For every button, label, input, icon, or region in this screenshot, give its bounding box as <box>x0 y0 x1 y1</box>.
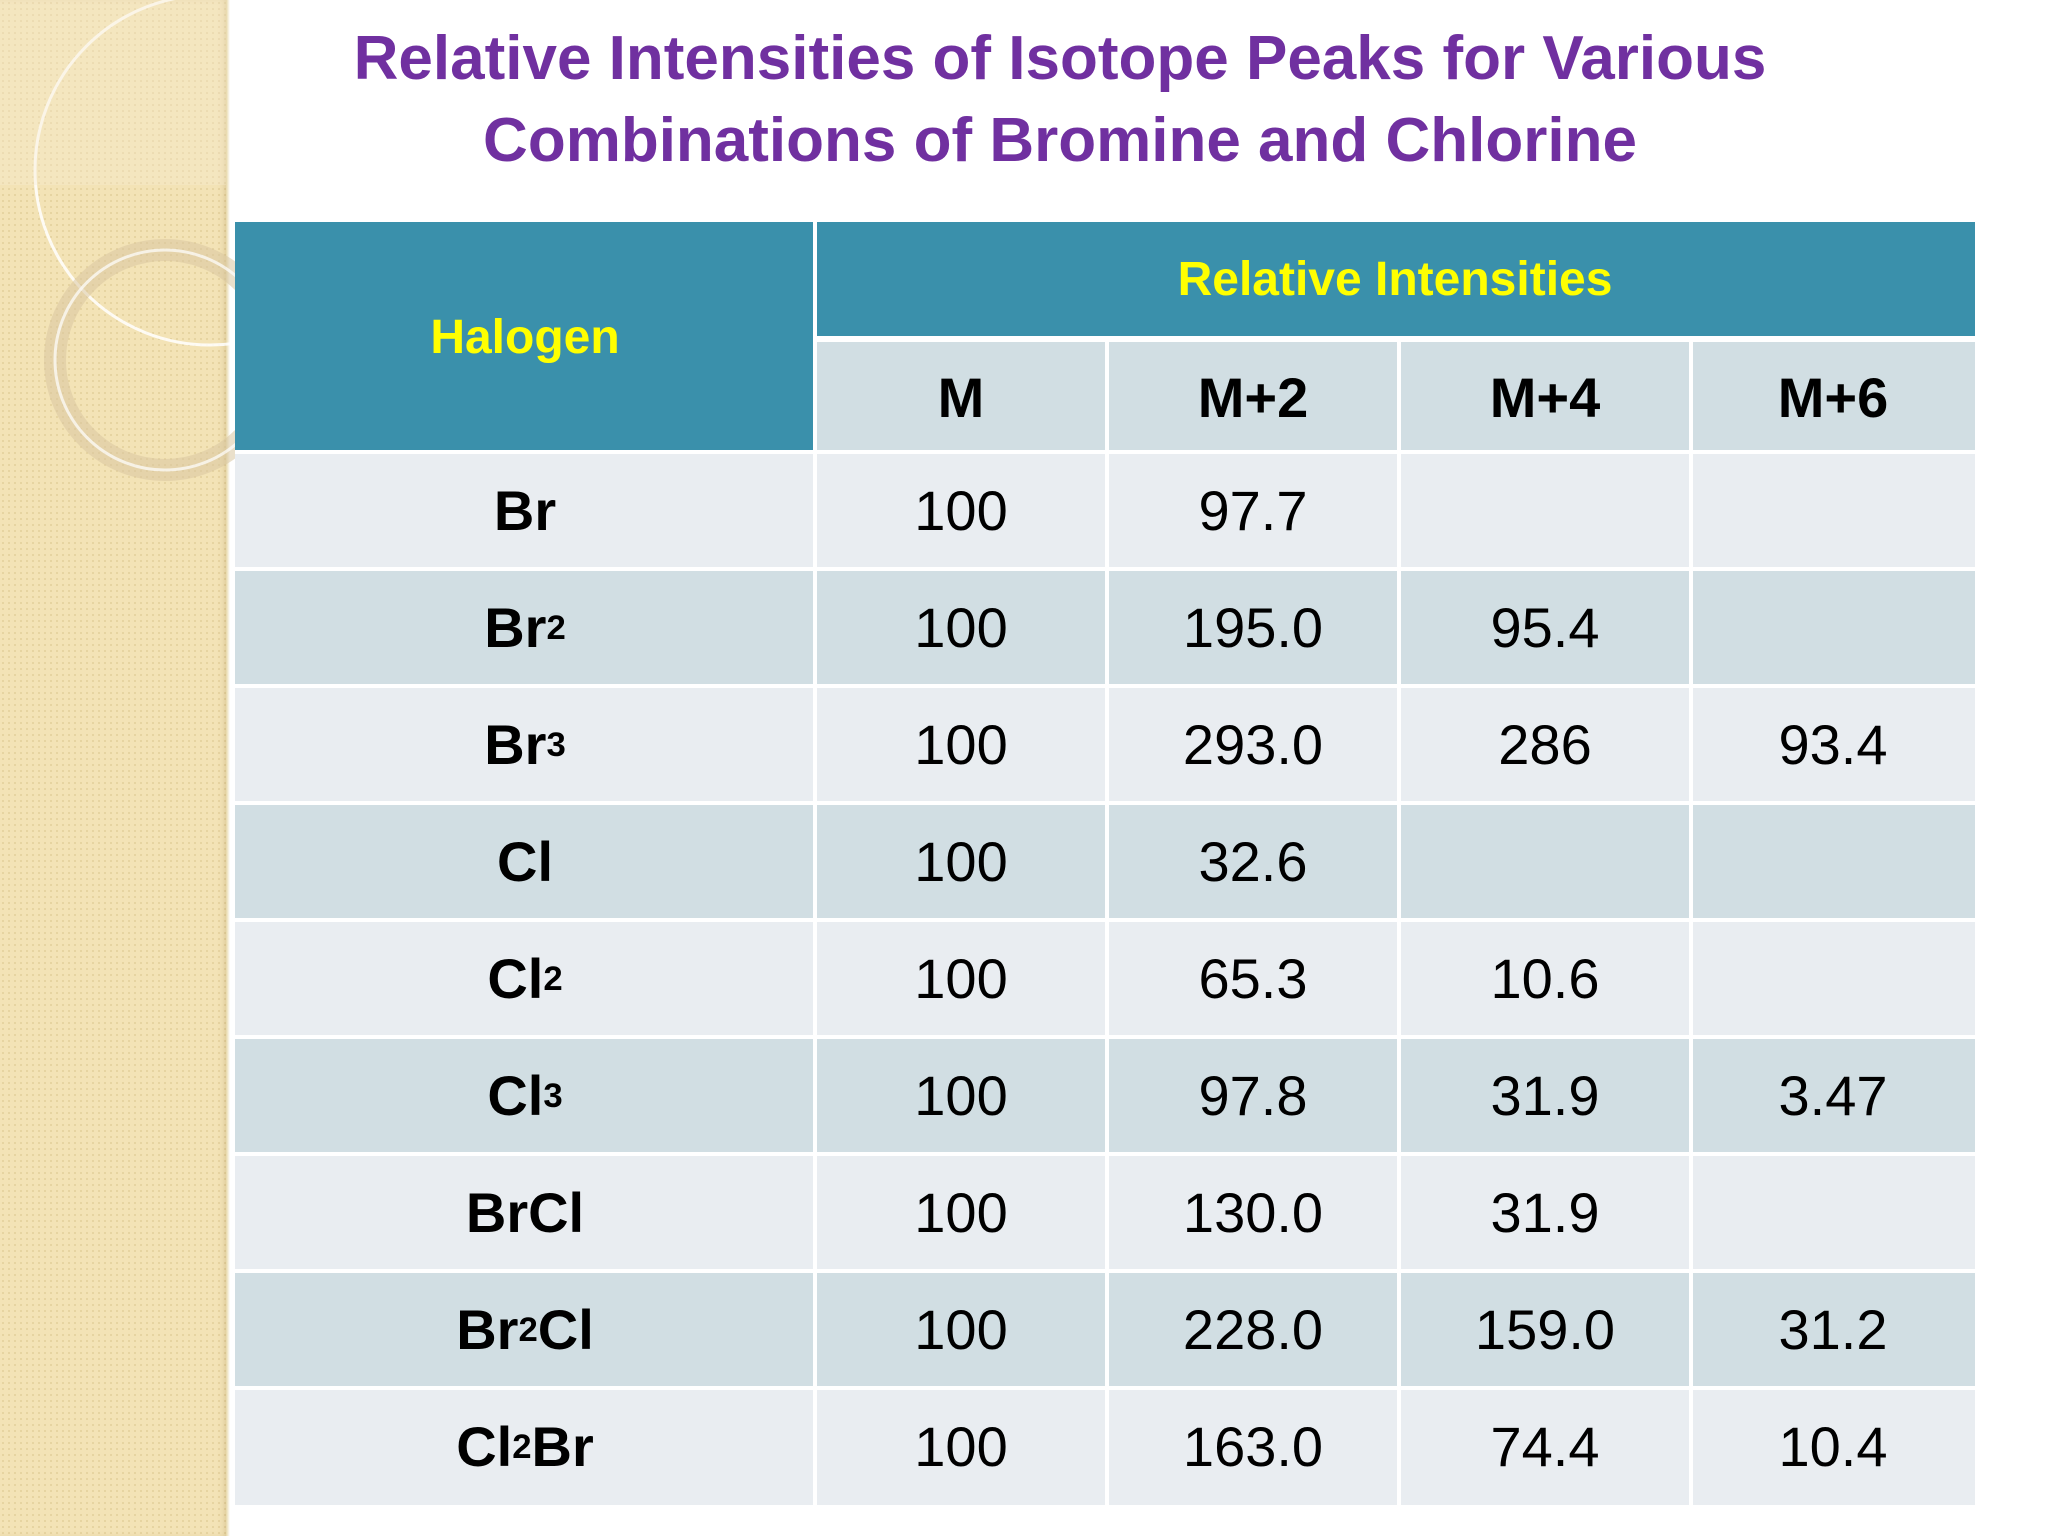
table-cell: 65.3 <box>1107 920 1399 1037</box>
table-cell <box>1399 803 1691 920</box>
row-divider <box>235 1269 1975 1273</box>
row-divider <box>235 1035 1975 1039</box>
row-divider <box>235 801 1975 805</box>
table-cell: 293.0 <box>1107 686 1399 803</box>
table-cell: 97.7 <box>1107 452 1399 569</box>
table-cell: 32.6 <box>1107 803 1399 920</box>
formula-base: Cl <box>497 830 553 893</box>
title-line-2: Combinations of Bromine and Chlorine <box>483 106 1637 175</box>
formula-tail: Br <box>531 1415 594 1478</box>
table-cell: 100 <box>815 1037 1107 1154</box>
formula-base: Br <box>484 596 547 659</box>
column-header-mplus2: M+2 <box>1107 336 1399 452</box>
header-divider <box>235 450 1975 454</box>
side-strip-edge <box>226 0 230 1536</box>
table-cell <box>1691 569 1975 686</box>
table-cell: 100 <box>815 920 1107 1037</box>
table-cell: 74.4 <box>1399 1388 1691 1505</box>
formula-base: BrCl <box>465 1181 585 1244</box>
row-label: Br 3 <box>235 686 815 803</box>
column-header-mplus6: M+6 <box>1691 336 1975 452</box>
table-cell <box>1691 1154 1975 1271</box>
table-cell: 286 <box>1399 686 1691 803</box>
table-cell: 100 <box>815 1271 1107 1388</box>
column-header-m: M <box>815 336 1107 452</box>
row-label: Br <box>235 452 815 569</box>
table-cell: 100 <box>815 1388 1107 1505</box>
column-divider <box>813 222 817 1505</box>
row-label: BrCl <box>235 1154 815 1271</box>
table-cell: 97.8 <box>1107 1037 1399 1154</box>
table-cell: 100 <box>815 1154 1107 1271</box>
table-cell <box>1691 920 1975 1037</box>
table-cell <box>1691 803 1975 920</box>
row-label: Cl 2 Br <box>235 1388 815 1505</box>
formula-tail: Cl <box>537 1298 594 1361</box>
table-cell: 159.0 <box>1399 1271 1691 1388</box>
table-cell <box>1399 452 1691 569</box>
row-label: Br 2 Cl <box>235 1271 815 1388</box>
table-cell: 100 <box>815 803 1107 920</box>
relative-intensities-header: Relative Intensities <box>815 222 1975 336</box>
row-divider <box>235 1386 1975 1390</box>
table-cell: 3.47 <box>1691 1037 1975 1154</box>
formula-base: Br <box>484 713 547 776</box>
row-divider <box>235 1152 1975 1156</box>
row-label: Br 2 <box>235 569 815 686</box>
row-divider <box>235 918 1975 922</box>
table-cell: 95.4 <box>1399 569 1691 686</box>
table-cell <box>1691 452 1975 569</box>
formula-base: Cl <box>456 1415 513 1478</box>
decorative-side-strip <box>0 0 228 1536</box>
row-divider <box>235 567 1975 571</box>
table-cell: 130.0 <box>1107 1154 1399 1271</box>
table-cell: 195.0 <box>1107 569 1399 686</box>
table-cell: 228.0 <box>1107 1271 1399 1388</box>
formula-base: Cl <box>487 1064 544 1127</box>
formula-base: Cl <box>487 947 544 1010</box>
row-divider <box>235 684 1975 688</box>
table-cell: 100 <box>815 569 1107 686</box>
table-cell: 31.9 <box>1399 1154 1691 1271</box>
table-cell: 93.4 <box>1691 686 1975 803</box>
table-cell: 163.0 <box>1107 1388 1399 1505</box>
title-line-1: Relative Intensities of Isotope Peaks fo… <box>353 24 1767 93</box>
row-label: Cl 2 <box>235 920 815 1037</box>
table-cell: 31.9 <box>1399 1037 1691 1154</box>
table-cell: 10.4 <box>1691 1388 1975 1505</box>
table-cell: 100 <box>815 686 1107 803</box>
formula-base: Br <box>456 1298 519 1361</box>
formula-base: Br <box>493 479 557 542</box>
table-cell: 31.2 <box>1691 1271 1975 1388</box>
table-cell: 10.6 <box>1399 920 1691 1037</box>
row-label: Cl 3 <box>235 1037 815 1154</box>
column-header-mplus4: M+4 <box>1399 336 1691 452</box>
row-label: Cl <box>235 803 815 920</box>
table-cell: 100 <box>815 452 1107 569</box>
halogen-header: Halogen <box>235 222 815 452</box>
slide-title: Relative Intensities of Isotope Peaks fo… <box>230 18 1890 182</box>
